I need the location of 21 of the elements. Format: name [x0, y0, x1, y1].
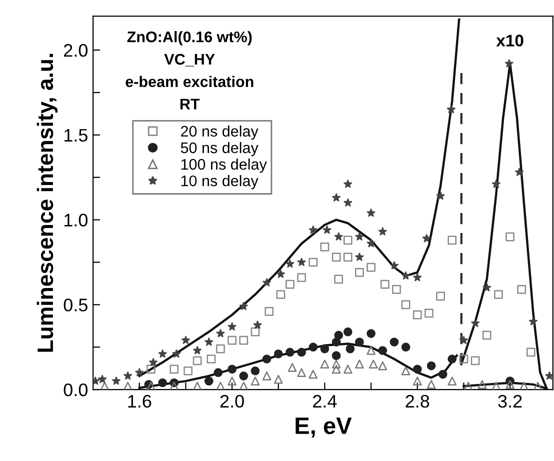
x-tick-label: 2.4: [313, 394, 337, 408]
y-tick-label: 0.0: [64, 383, 88, 396]
x-axis-title: E, eV: [296, 418, 352, 438]
legend-label: 100 ns delay: [181, 158, 267, 173]
x-tick-label: 1.6: [128, 394, 152, 408]
y-tick-label: 0.5: [64, 298, 88, 312]
legend-label: 50 ns delay: [180, 142, 258, 156]
x-tick-label: 2.8: [406, 394, 430, 408]
legend-label: 10 ns delay: [181, 175, 258, 190]
annotation: VC_HY: [164, 54, 215, 66]
x-tick-label: 2.0: [220, 394, 244, 408]
annotation: x10: [496, 34, 524, 46]
y-tick-label: 1.0: [64, 214, 88, 227]
y-tick-label: 1.5: [64, 129, 88, 142]
annotation: ZnO:Al(0.16 wt%): [127, 31, 252, 46]
y-axis-title: Luminescence intensity, a.u.: [36, 54, 58, 352]
annotation: e-beam excitation: [126, 76, 254, 88]
x-tick-label: 3.2: [498, 394, 522, 408]
annotation: RT: [180, 98, 200, 110]
y-tick-label: 2.0: [64, 44, 88, 57]
legend-label: 20 ns delay: [181, 125, 258, 140]
